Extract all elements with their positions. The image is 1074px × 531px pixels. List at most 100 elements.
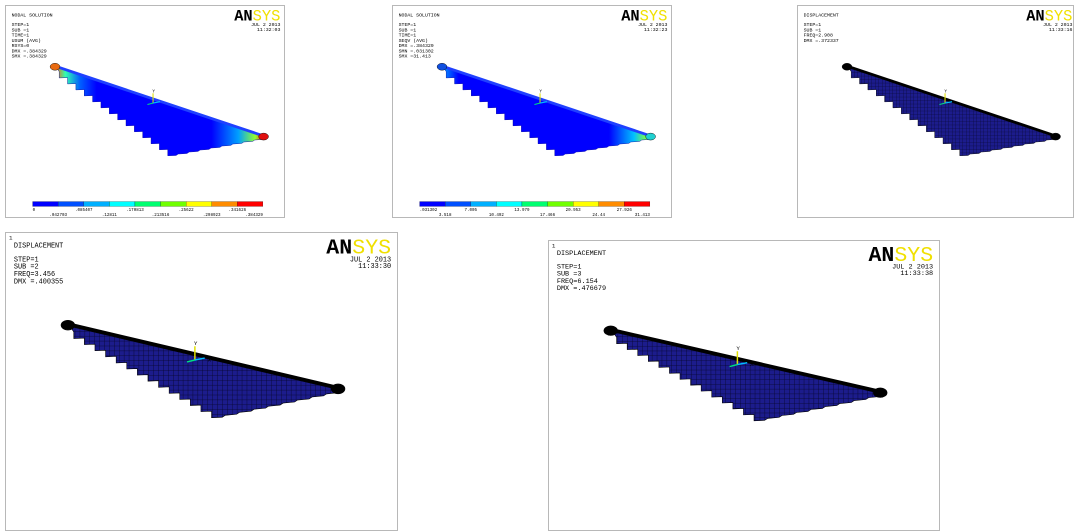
legend-label: .298923 [203, 214, 221, 218]
legend-band [624, 202, 650, 207]
spring-body [55, 65, 264, 155]
logo-sys: SYS [640, 8, 668, 26]
logo-sys: SYS [1045, 8, 1073, 26]
spring-eye [1051, 133, 1061, 140]
info-line: STEP=1 [399, 22, 417, 28]
info-line: SUB =1 [804, 27, 822, 33]
legend-label: .12811 [102, 214, 118, 218]
logo-sys: SYS [352, 236, 391, 260]
info-line: SEQV (AVG) [399, 38, 428, 44]
legend-band [109, 202, 135, 207]
info-line: FREQ=2.908 [804, 33, 833, 39]
info-line: SUB =1 [399, 27, 417, 33]
spring-eye [842, 63, 852, 70]
logo-an: AN [1026, 8, 1044, 26]
logo-sys: SYS [253, 8, 281, 26]
legend-band [58, 202, 84, 207]
info-line: TIME=1 [12, 33, 30, 39]
legend-band [471, 202, 497, 207]
info-line: USUM (AVG) [12, 38, 41, 44]
legend-band [33, 202, 59, 207]
logo-an: AN [326, 236, 352, 260]
logo-an: AN [234, 8, 252, 26]
ansys-logo: ANSYS [234, 8, 280, 26]
legend-label: 17.466 [540, 214, 556, 218]
logo-an: AN [868, 244, 894, 268]
logo-an: AN [621, 8, 639, 26]
legend-label: 7.005 [464, 209, 477, 213]
legend-band [135, 202, 161, 207]
legend-label: .031302 [420, 209, 438, 213]
triad-label: Y [944, 90, 947, 94]
spring-body [611, 329, 881, 421]
time: 11:33:16 [1049, 27, 1073, 33]
spring-eye [259, 133, 269, 140]
info-line: TIME=1 [399, 33, 417, 39]
legend-label: .170813 [126, 209, 144, 213]
ansys-logo: ANSYS [1026, 8, 1072, 26]
legend-band [445, 202, 471, 207]
legend-label: .25622 [179, 209, 195, 213]
triad-label: Y [539, 90, 542, 94]
logo-sys: SYS [894, 244, 933, 268]
info-line: DMX =.400355 [14, 278, 63, 286]
info-line: DMX =.476679 [557, 285, 606, 293]
legend-label: 13.979 [514, 209, 530, 213]
legend-label: 27.926 [617, 209, 633, 213]
spring-eye [61, 320, 75, 330]
legend-label: .042703 [49, 214, 67, 218]
result-title: DISPLACEMENT [557, 250, 606, 258]
triad-label: Y [152, 90, 155, 94]
info-line: DMX =.372337 [804, 38, 839, 44]
result-title: NODAL SOLUTION [399, 12, 440, 18]
legend-label: 0 [33, 209, 36, 213]
legend-band [548, 202, 574, 207]
legend-band [496, 202, 522, 207]
legend-band [186, 202, 212, 207]
legend-band [522, 202, 548, 207]
spring-body [442, 65, 651, 155]
spring-eye [50, 63, 60, 70]
ansys-logo: ANSYS [326, 236, 391, 260]
info-line: DMX =.384329 [12, 48, 47, 54]
triad-label: Y [736, 345, 740, 352]
info-line: SMX =.384329 [12, 54, 47, 60]
info-line: SUB =1 [12, 27, 30, 33]
page: {"panels": [ {"title": "NODAL SOLUTION",… [0, 0, 1074, 531]
triad-label: X [750, 361, 754, 368]
legend-label: 24.44 [592, 214, 605, 218]
result-window: YNODAL SOLUTIONSTEP=1SUB =1TIME=1USUM (A… [5, 5, 285, 218]
info-line: SMX =31.413 [399, 54, 431, 60]
result-title: DISPLACEMENT [14, 243, 63, 251]
legend-label: .384329 [245, 214, 263, 218]
legend-band [573, 202, 599, 207]
legend-label: 10.492 [489, 214, 505, 218]
legend-band [84, 202, 110, 207]
ansys-logo: ANSYS [621, 8, 667, 26]
result-window: YDISPLACEMENTSTEP=1SUB =1FREQ=2.908DMX =… [797, 5, 1074, 218]
triad-label: Y [194, 340, 198, 347]
window-number: 1 [9, 234, 13, 241]
spring-eye [331, 384, 345, 394]
time: 11:33:30 [358, 263, 391, 271]
time: 11:32:23 [644, 27, 668, 33]
plot: Y NODAL SOLUTION STEP=1SUB =1TIME=1SEQV (A… [393, 6, 672, 218]
spring-eye [873, 388, 887, 398]
time: 11:32:03 [257, 27, 281, 33]
spring-eye [604, 326, 618, 336]
legend-label: 20.953 [566, 209, 582, 213]
legend-band [161, 202, 187, 207]
plot: YX1DISPLACEMENTSTEP=1SUB =2FREQ=3.456DMX… [6, 233, 398, 531]
legend-label: .213516 [152, 214, 170, 218]
legend-band [599, 202, 625, 207]
legend-band [212, 202, 238, 207]
info-line: DMX =.384329 [399, 43, 434, 49]
legend-label: .341626 [229, 209, 247, 213]
spring-eye [646, 133, 656, 140]
time: 11:33:38 [900, 270, 933, 278]
info-line: STEP=1 [12, 22, 30, 28]
